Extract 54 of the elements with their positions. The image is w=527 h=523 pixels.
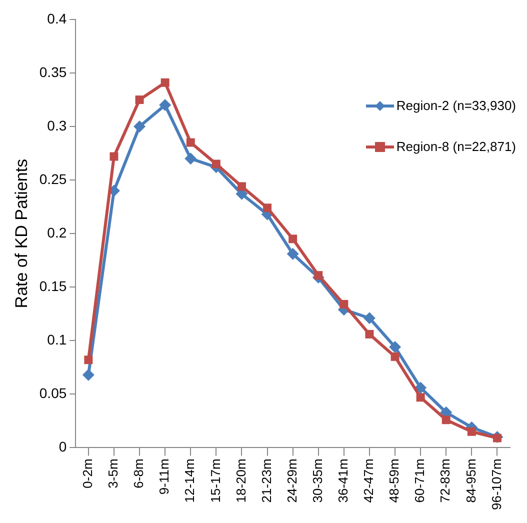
y-tick-label: 0.35 <box>39 64 67 80</box>
x-tick-label: 3-5m <box>106 458 121 488</box>
x-tick-label: 84-95m <box>463 458 478 503</box>
x-tick-label: 72-83m <box>438 458 453 503</box>
legend-label: Region-2 (n=33,930) <box>396 98 516 113</box>
y-tick-label: 0.1 <box>47 331 67 348</box>
y-tick-label: 0 <box>58 438 67 455</box>
point <box>416 393 425 402</box>
x-tick-label: 48-59m <box>386 458 402 503</box>
point <box>84 356 93 364</box>
point <box>286 248 299 260</box>
point <box>467 427 476 436</box>
y-tick-label: 0.15 <box>39 278 67 294</box>
point <box>390 352 400 361</box>
point <box>263 204 272 212</box>
point <box>288 234 298 244</box>
point <box>134 120 146 132</box>
point <box>82 368 94 381</box>
point <box>492 434 502 442</box>
point <box>442 416 450 424</box>
y-axis-title: Rate of KD Patients <box>12 158 31 308</box>
legend-label: Region-8 (n=22,871) <box>396 139 516 154</box>
x-tick-label: 24-29m <box>284 458 300 503</box>
y-tick-label: 0.05 <box>39 385 67 402</box>
point <box>389 341 402 354</box>
point <box>135 95 144 104</box>
point <box>184 152 197 165</box>
x-tick-label: 60-71m <box>412 458 428 503</box>
x-tick-label: 30-35m <box>310 458 325 503</box>
x-tick-label: 0-2m <box>80 458 95 488</box>
x-tick-label: 15-17m <box>208 458 223 503</box>
point <box>110 152 118 161</box>
point <box>212 160 220 168</box>
x-tick-label: 96-107m <box>488 458 504 510</box>
y-tick-label: 0.25 <box>39 170 67 187</box>
x-tick-label: 42-47m <box>361 458 376 503</box>
point <box>186 138 195 147</box>
x-tick-label: 18-20m <box>233 458 248 503</box>
x-tick-label: 12-14m <box>182 458 198 503</box>
point <box>159 99 172 112</box>
x-tick-label: 9-11m <box>156 458 172 495</box>
point <box>340 300 348 308</box>
point <box>237 182 246 191</box>
y-tick-label: 0.2 <box>47 224 67 240</box>
x-tick-label: 21-23m <box>258 458 274 503</box>
point <box>160 78 170 87</box>
x-tick-label: 6-8m <box>131 458 146 488</box>
y-tick-label: 0.4 <box>47 10 67 26</box>
y-tick-label: 0.3 <box>47 117 67 134</box>
point <box>414 382 427 394</box>
point <box>365 330 374 338</box>
point <box>363 312 376 324</box>
x-tick-label: 36-41m <box>336 458 350 503</box>
point <box>314 271 323 280</box>
